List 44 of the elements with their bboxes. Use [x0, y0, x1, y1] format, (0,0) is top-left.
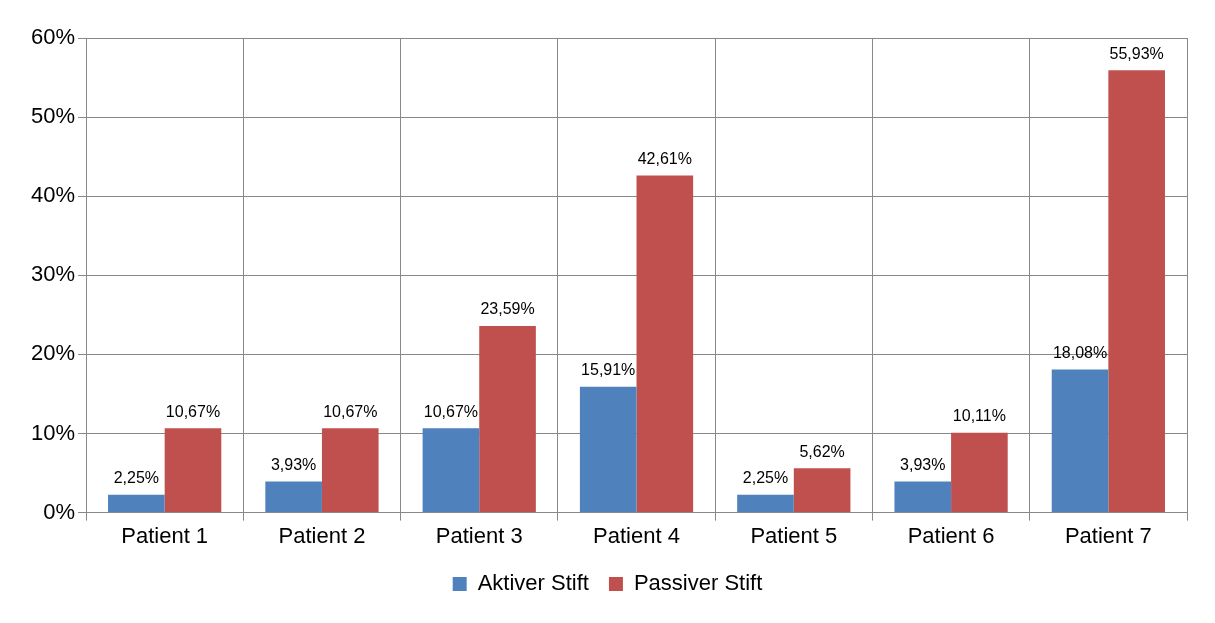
y-tick-label: 20% — [30, 340, 76, 366]
x-tick-label: Patient 5 — [750, 522, 838, 548]
x-tick-label: Patient 1 — [121, 522, 209, 548]
bar — [894, 481, 952, 513]
bar — [265, 481, 322, 513]
y-tick-label: 0% — [43, 498, 76, 524]
x-tick-label: Patient 6 — [907, 522, 995, 548]
bar — [636, 175, 694, 513]
data-label: 10,11% — [952, 407, 1006, 425]
bar — [108, 494, 165, 513]
y-tick-label: 50% — [30, 103, 76, 129]
data-label: 3,93% — [900, 455, 946, 473]
data-label: 55,93% — [1109, 44, 1164, 62]
y-tick-label: 40% — [30, 182, 76, 208]
data-label: 10,67% — [423, 402, 479, 420]
data-label: 15,91% — [581, 361, 636, 379]
data-label: 10,67% — [323, 402, 378, 420]
data-label: 3,93% — [270, 455, 317, 473]
bar — [164, 428, 222, 513]
bar — [1108, 70, 1165, 513]
data-label: 2,25% — [113, 469, 160, 487]
bar — [579, 386, 637, 513]
x-tick-label: Patient 2 — [278, 522, 366, 548]
bar — [1051, 369, 1109, 513]
data-label: 5,62% — [799, 442, 845, 460]
legend-label: Aktiver Stift — [477, 570, 589, 596]
x-tick-label: Patient 4 — [593, 522, 680, 548]
data-label: 42,61% — [637, 149, 692, 167]
bar — [793, 468, 851, 513]
bar — [479, 326, 536, 513]
x-tick-label: Patient 7 — [1064, 522, 1152, 548]
data-label: 18,08% — [1052, 343, 1108, 361]
bar — [321, 428, 379, 513]
bar — [951, 432, 1008, 513]
data-label: 2,25% — [742, 469, 789, 487]
data-label: 10,67% — [165, 402, 221, 420]
y-tick-label: 30% — [30, 261, 76, 287]
legend-label: Passiver Stift — [633, 570, 763, 596]
bar — [422, 428, 480, 513]
y-tick-label: 10% — [30, 419, 76, 445]
y-tick-label: 60% — [30, 24, 76, 50]
bar — [737, 494, 794, 513]
data-label: 23,59% — [480, 300, 535, 318]
x-tick-label: Patient 3 — [435, 522, 523, 548]
